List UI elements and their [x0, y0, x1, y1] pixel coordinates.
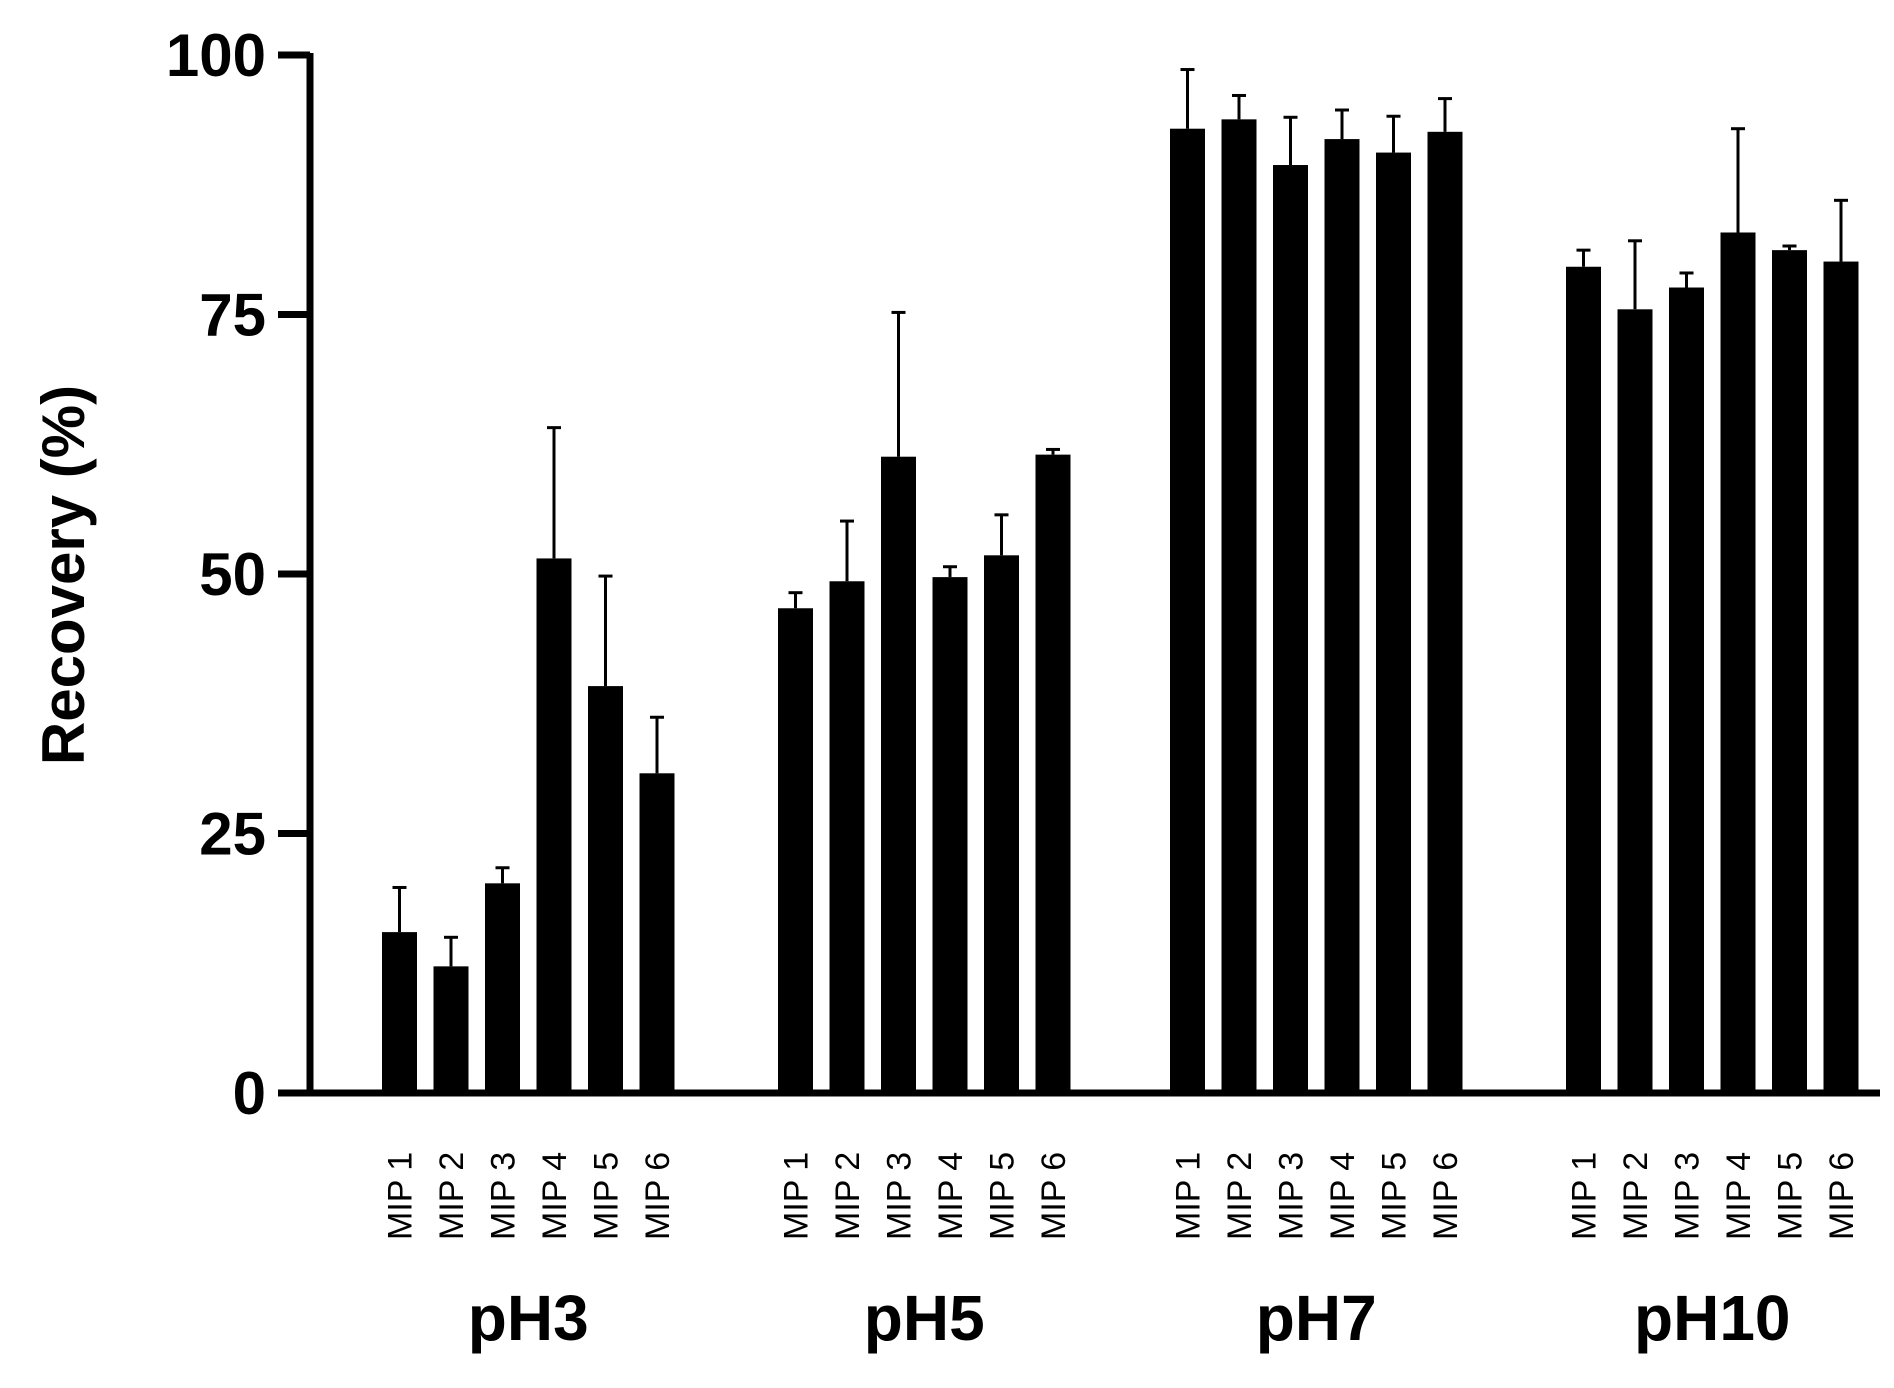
group-label: pH5 [864, 1282, 985, 1354]
category-label: MIP 1 [778, 1152, 816, 1240]
bar [639, 773, 675, 1093]
y-axis-label: Recovery (%) [30, 385, 97, 765]
y-tick-label: 25 [199, 801, 266, 868]
category-label: MIP 5 [1772, 1152, 1810, 1240]
bar [1823, 261, 1859, 1093]
bar [778, 608, 813, 1093]
category-label: MIP 5 [984, 1152, 1022, 1240]
category-label: MIP 2 [1221, 1152, 1259, 1240]
category-label: MIP 5 [588, 1152, 626, 1240]
bar [1035, 454, 1071, 1093]
category-label: MIP 4 [932, 1152, 970, 1240]
category-label: MIP 6 [1427, 1152, 1465, 1240]
y-tick-label: 0 [233, 1060, 266, 1127]
bar [1427, 131, 1463, 1093]
bar [382, 932, 417, 1093]
bar [588, 686, 623, 1093]
bar [1170, 128, 1205, 1093]
bar [536, 558, 572, 1093]
y-tick-label: 100 [166, 22, 266, 89]
bar [829, 581, 865, 1093]
category-label: MIP 3 [881, 1152, 919, 1240]
bar [1324, 139, 1360, 1093]
bar [485, 883, 520, 1093]
category-label: MIP 4 [1720, 1152, 1758, 1240]
group-label: pH3 [468, 1282, 589, 1354]
group-label: pH10 [1634, 1282, 1791, 1354]
group-label: pH7 [1256, 1282, 1377, 1354]
category-label: MIP 1 [382, 1152, 420, 1240]
bar [1221, 119, 1257, 1093]
category-label: MIP 6 [1823, 1152, 1861, 1240]
bar [1772, 250, 1807, 1094]
category-label: MIP 2 [829, 1152, 867, 1240]
bars [382, 68, 1859, 1094]
category-label: MIP 3 [485, 1152, 523, 1240]
category-label: MIP 2 [1617, 1152, 1655, 1240]
bar [1566, 266, 1601, 1093]
labels: MIP 1 MIP 2 MIP 3 MIP 4 MIP 5 MIP 6 pH3 MIP 1 MI… [382, 1152, 1862, 1354]
category-label: MIP 3 [1669, 1152, 1707, 1240]
category-label: MIP 3 [1273, 1152, 1311, 1240]
y-tick-label: 75 [199, 282, 266, 349]
bar [1376, 152, 1411, 1093]
category-label: MIP 2 [433, 1152, 471, 1240]
category-label: MIP 1 [1170, 1152, 1208, 1240]
bar [881, 456, 916, 1093]
bar [1669, 287, 1704, 1094]
bar [1617, 309, 1653, 1093]
bar [433, 966, 469, 1093]
bar [1720, 232, 1756, 1094]
category-label: MIP 4 [536, 1152, 574, 1240]
category-label: MIP 6 [1035, 1152, 1073, 1240]
category-label: MIP 5 [1376, 1152, 1414, 1240]
category-label: MIP 4 [1324, 1152, 1362, 1240]
category-label: MIP 6 [639, 1152, 677, 1240]
bar [1273, 165, 1308, 1093]
y-tick-label: 50 [199, 541, 266, 608]
category-label: MIP 1 [1566, 1152, 1604, 1240]
bar [932, 577, 968, 1093]
bar [984, 555, 1019, 1093]
